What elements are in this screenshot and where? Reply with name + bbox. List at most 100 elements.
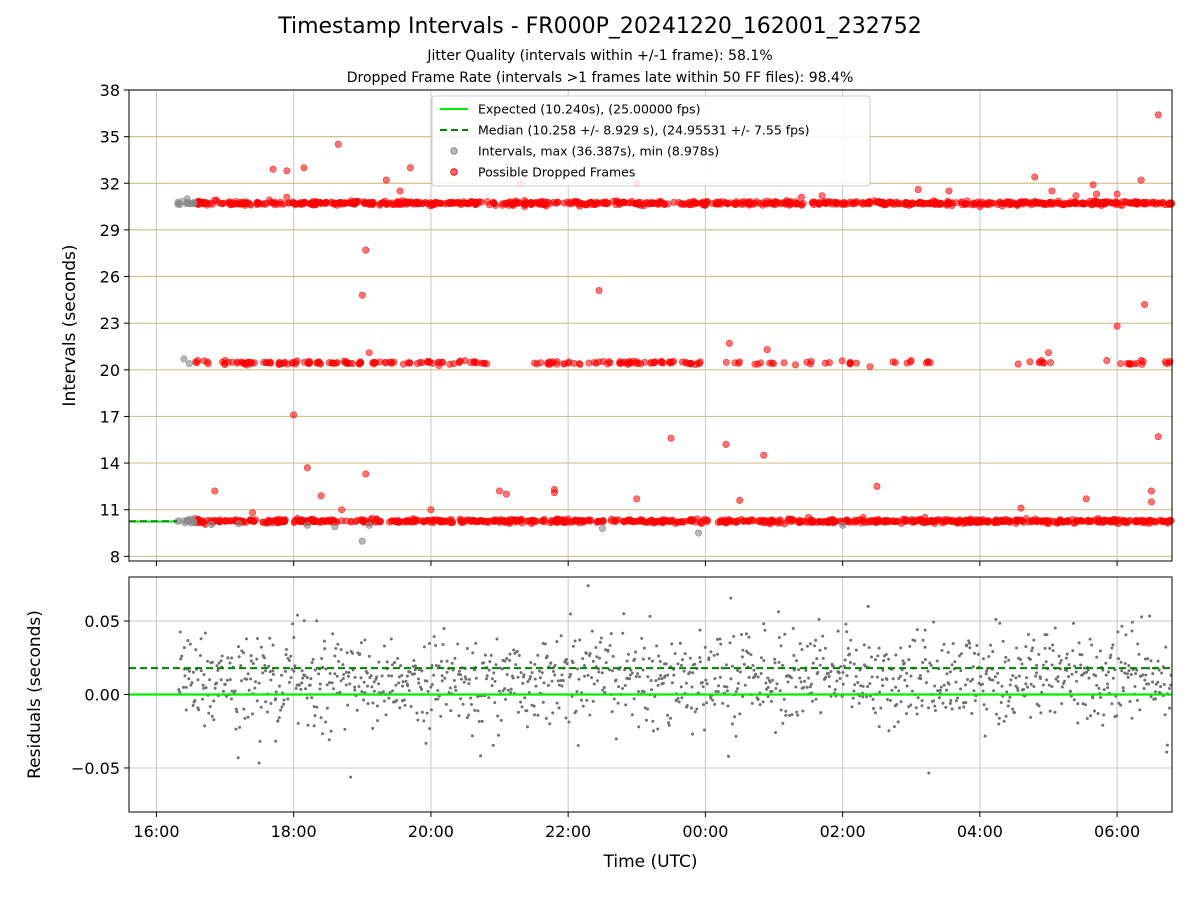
residual-point: [1050, 663, 1054, 667]
interval-point: [183, 195, 191, 203]
interval-point: [331, 523, 339, 531]
residual-point: [996, 671, 1000, 675]
dropped-frame-point: [518, 519, 526, 527]
residual-point: [240, 649, 244, 653]
residual-point: [493, 679, 497, 683]
residual-point: [242, 707, 246, 711]
residual-point: [667, 721, 671, 725]
residual-point: [848, 661, 852, 665]
residual-point: [520, 705, 524, 709]
residual-point: [766, 694, 770, 698]
residual-point: [679, 685, 683, 689]
jitter-quality-subtitle: Jitter Quality (intervals within +/-1 fr…: [427, 48, 773, 64]
residual-point: [325, 683, 329, 687]
dropped-frame-point: [1014, 360, 1022, 368]
dropped-frame-point: [976, 203, 984, 211]
residual-point: [740, 655, 744, 659]
residual-point: [714, 690, 718, 694]
residual-point: [1060, 702, 1064, 706]
dropped-frame-point: [717, 516, 725, 524]
y-tick-label: 8: [110, 547, 120, 566]
residual-point: [1051, 643, 1055, 647]
residual-point: [1000, 684, 1004, 688]
dropped-frame-point: [722, 440, 730, 448]
residual-point: [1165, 743, 1169, 747]
residual-point: [950, 707, 954, 711]
residual-point: [973, 651, 977, 655]
residual-point: [1059, 659, 1063, 663]
residual-point: [879, 706, 883, 710]
residual-point: [363, 691, 367, 695]
residual-point: [369, 674, 373, 678]
dropped-frame-point: [740, 200, 748, 208]
residual-point: [1012, 711, 1016, 715]
dropped-frame-point: [448, 518, 456, 526]
residual-point: [274, 739, 278, 743]
residual-point: [359, 641, 363, 645]
dropped-frame-point: [280, 359, 288, 367]
residual-point: [318, 682, 322, 686]
residual-point: [239, 664, 243, 668]
residual-point: [315, 619, 319, 623]
residual-point: [474, 641, 478, 645]
residual-point: [412, 672, 416, 676]
residual-point: [198, 654, 202, 658]
dropped-frame-point: [333, 201, 341, 209]
dropped-frame-point: [327, 198, 335, 206]
residual-point: [821, 634, 825, 638]
residual-point: [328, 671, 332, 675]
residual-point: [1043, 646, 1047, 650]
residual-point: [522, 673, 526, 677]
residual-point: [720, 666, 724, 670]
dropped-frame-point: [829, 516, 837, 524]
residual-point: [1008, 695, 1012, 699]
residual-point: [327, 681, 331, 685]
residual-point: [712, 653, 716, 657]
residual-point: [305, 676, 309, 680]
dropped-frame-point: [617, 360, 625, 368]
residual-point: [733, 715, 737, 719]
residual-point: [499, 718, 503, 722]
residual-point: [836, 629, 840, 633]
residual-point: [459, 697, 463, 701]
residual-point: [709, 696, 713, 700]
residual-point: [1057, 654, 1061, 658]
residual-point: [983, 734, 987, 738]
residual-point: [424, 741, 428, 745]
residual-point: [545, 654, 549, 658]
residual-point: [792, 654, 796, 658]
residual-point: [681, 658, 685, 662]
residual-point: [1002, 719, 1006, 723]
residual-point: [461, 702, 465, 706]
residual-point: [1106, 670, 1110, 674]
residual-point: [234, 707, 238, 711]
residual-point: [309, 677, 313, 681]
residual-point: [351, 651, 355, 655]
residual-point: [641, 668, 645, 672]
dropped-frame-point: [277, 200, 285, 208]
dropped-frame-point: [415, 198, 423, 206]
residual-point: [677, 700, 681, 704]
residual-point: [881, 668, 885, 672]
dropped-frame-point: [1103, 356, 1111, 364]
residual-point: [262, 656, 266, 660]
residual-point: [999, 701, 1003, 705]
dropped-frame-point: [390, 517, 398, 525]
residual-point: [284, 653, 288, 657]
residual-point: [914, 706, 918, 710]
residual-point: [291, 622, 295, 626]
residual-point: [202, 673, 206, 677]
residual-point: [1016, 686, 1020, 690]
residual-point: [293, 664, 297, 668]
residual-point: [324, 667, 328, 671]
dropped-frame-point: [1040, 199, 1048, 207]
residual-point: [583, 674, 587, 678]
residual-point: [1119, 703, 1123, 707]
residual-point: [370, 685, 374, 689]
dropped-frame-point: [626, 516, 634, 524]
residual-point: [236, 756, 240, 760]
residual-point: [277, 684, 281, 688]
residual-point: [376, 719, 380, 723]
residual-point: [471, 651, 475, 655]
residual-point: [398, 706, 402, 710]
